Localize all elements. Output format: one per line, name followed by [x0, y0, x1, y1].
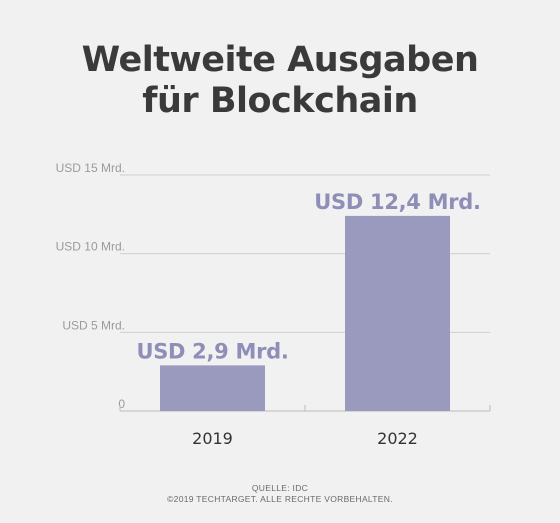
y-tick-label: USD 10 Mrd.: [56, 240, 125, 254]
y-tick-label: 0: [118, 397, 125, 411]
y-tick-label: USD 15 Mrd.: [56, 161, 125, 175]
chart-title-line-1: Weltweite Ausgaben: [81, 40, 479, 80]
copyright-note: ©2019 TECHTARGET. ALLE RECHTE VORBEHALTE…: [167, 494, 393, 504]
bar-2022: [345, 215, 450, 411]
x-tick-label: 2022: [377, 429, 418, 448]
data-label-2022: USD 12,4 Mrd.: [314, 190, 480, 214]
x-tick-label: 2019: [192, 429, 233, 448]
y-tick-label: USD 5 Mrd.: [62, 318, 125, 332]
bar-chart: 0 USD 5 Mrd. USD 10 Mrd. USD 15 Mrd. USD 2,9…: [56, 161, 491, 448]
source-note: QUELLE: IDC: [251, 483, 309, 493]
bar-2019: [160, 365, 265, 411]
data-label-2019: USD 2,9 Mrd.: [136, 339, 288, 363]
chart-title: Weltweite Ausgaben für Blockchain: [0, 40, 560, 122]
chart-title-line-2: für Blockchain: [142, 81, 418, 121]
